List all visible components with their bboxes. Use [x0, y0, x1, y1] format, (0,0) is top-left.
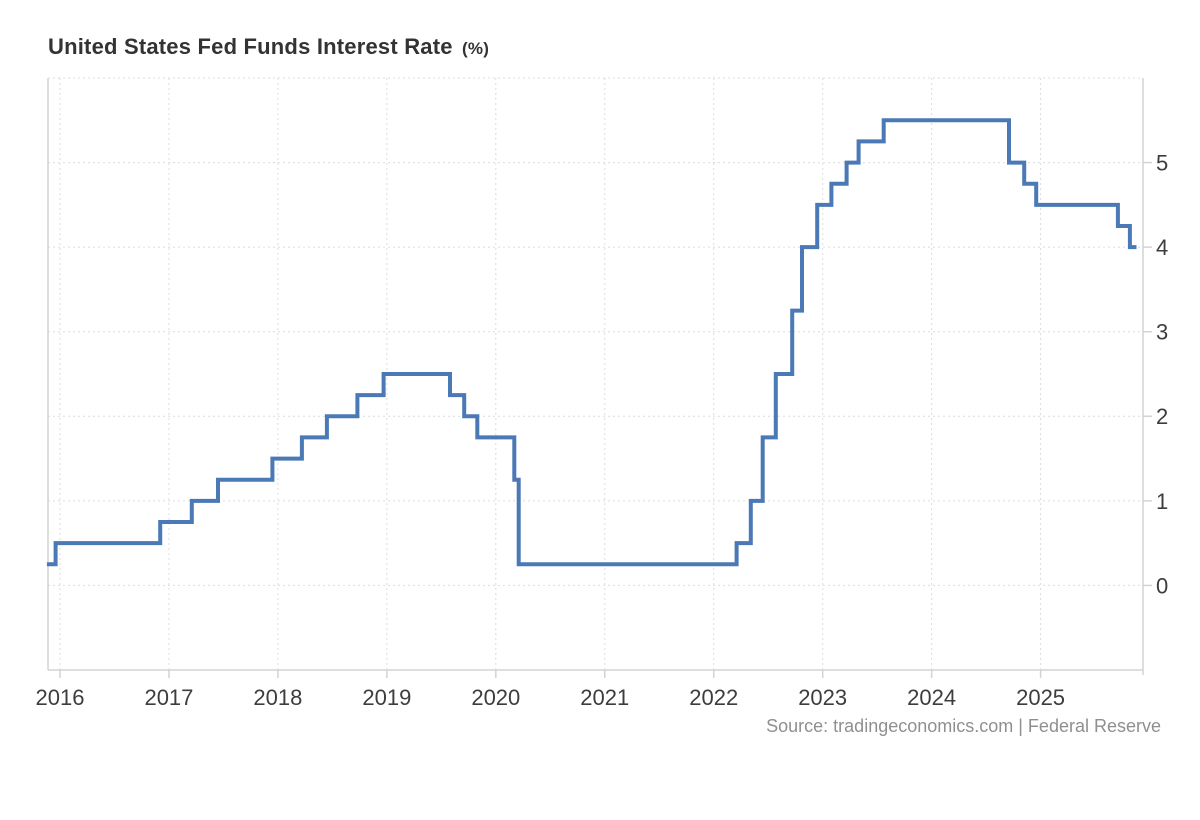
y-tick-label: 1: [1156, 489, 1168, 514]
x-tick-label: 2016: [36, 685, 85, 710]
axis-labels: 0 1 2 3 4 5 2016 2017 2018 2019 2020 2021 2022 2023 20…: [36, 150, 1169, 709]
y-tick-label: 5: [1156, 150, 1168, 175]
source-attribution: Source: tradingeconomics.com | Federal R…: [766, 716, 1161, 736]
chart-title-text: United States Fed Funds Interest Rate: [48, 34, 453, 59]
x-tick-label: 2020: [471, 685, 520, 710]
x-tick-label: 2018: [253, 685, 302, 710]
chart-title: United States Fed Funds Interest Rate (%…: [48, 34, 489, 60]
x-tick-label: 2022: [689, 685, 738, 710]
chart-title-unit: (%): [462, 39, 490, 58]
fed-funds-rate-line: [46, 118, 1137, 567]
x-tick-label: 2025: [1016, 685, 1065, 710]
y-tick-label: 0: [1156, 573, 1168, 598]
x-tick-label: 2017: [144, 685, 193, 710]
x-tick-label: 2023: [798, 685, 847, 710]
x-tick-label: 2019: [362, 685, 411, 710]
y-tick-label: 2: [1156, 404, 1168, 429]
tick-marks: [59, 161, 1152, 678]
x-tick-label: 2021: [580, 685, 629, 710]
x-tick-label: 2024: [907, 685, 956, 710]
gridlines: [48, 77, 1143, 670]
y-tick-label: 3: [1156, 320, 1168, 345]
y-tick-label: 4: [1156, 235, 1168, 260]
axes: [47, 78, 1144, 675]
